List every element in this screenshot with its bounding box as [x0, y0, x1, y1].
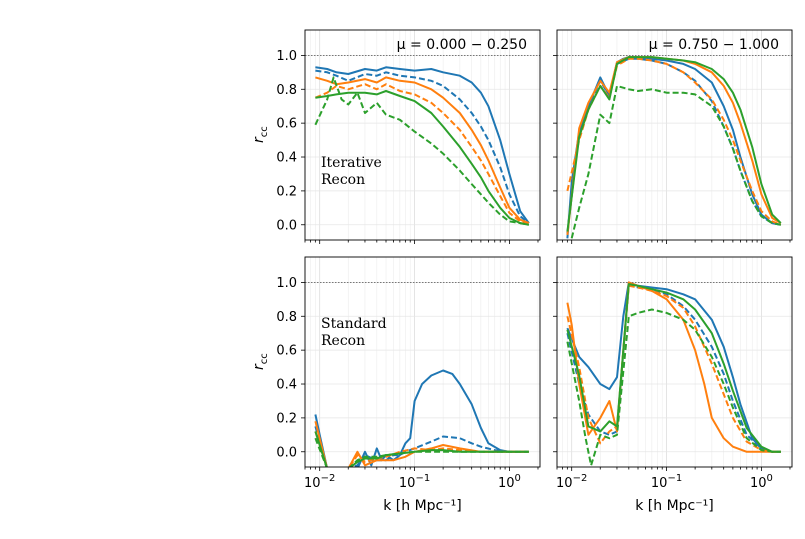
axes-frame [304, 29, 541, 241]
series-line [566, 56, 782, 236]
series-line [570, 84, 781, 239]
y-tick-label: 1.0 [276, 49, 297, 64]
mu-range-label: μ = 0.000 − 0.250 [397, 37, 527, 53]
mu-range-label: μ = 0.750 − 1.000 [649, 37, 779, 53]
y-axis-label: rcc [251, 353, 270, 370]
x-tick-label: 10−1 [651, 473, 682, 491]
y-tick-label: 0.4 [276, 378, 297, 393]
x-tick-label: 10−2 [304, 473, 335, 491]
y-tick-label: 0.6 [276, 117, 297, 132]
axes-frame [556, 29, 793, 241]
axes-frame [556, 256, 793, 468]
y-tick-label: 0.2 [276, 411, 297, 426]
x-axis-label: k [h Mpc⁻¹] [383, 498, 461, 514]
series-line [566, 308, 781, 467]
y-axis-label: rcc [251, 126, 270, 143]
series-line [315, 83, 529, 225]
series-line [566, 281, 781, 453]
series-line [566, 281, 781, 453]
panel-bottom-left: 0.0 0.2 0.4 0.6 0.8 1.0 rcc 10−2 10−1 100 k [h Mpc… [251, 256, 541, 514]
axes-frame [304, 256, 541, 468]
series-line [315, 66, 530, 224]
series-line [566, 57, 781, 234]
panel-label: Recon [321, 172, 365, 188]
panel-label: Standard [321, 316, 387, 332]
panel-label: Recon [321, 333, 365, 349]
series-line [314, 369, 529, 467]
series-group [566, 56, 782, 239]
x-tick-label: 100 [750, 473, 773, 491]
x-tick-label: 100 [498, 473, 521, 491]
series-line [314, 426, 529, 467]
y-tick-label: 0.8 [276, 310, 297, 325]
series-line [315, 90, 529, 226]
y-tick-label: 0.0 [276, 218, 297, 233]
x-tick-label: 10−2 [556, 473, 587, 491]
panel-top-right: μ = 0.750 − 1.000 [553, 29, 793, 244]
series-line [314, 437, 529, 467]
y-tick-label: 0.8 [276, 83, 297, 98]
series-line [566, 56, 782, 232]
series-group [314, 369, 529, 467]
y-tick-label: 0.6 [276, 344, 297, 359]
series-line [315, 76, 530, 225]
x-axis-label: k [h Mpc⁻¹] [635, 498, 713, 514]
y-tick-label: 1.0 [276, 276, 297, 291]
y-tick-label: 0.2 [276, 184, 297, 199]
y-tick-label: 0.0 [276, 445, 297, 460]
series-group [566, 281, 781, 467]
y-tick-label: 0.4 [276, 151, 297, 166]
panel-top-left: 0.0 0.2 0.4 0.6 0.8 1.0 rcc μ = 0.000 − 0.250 It… [251, 29, 541, 244]
panel-label: Iterative [321, 155, 382, 171]
series-line [566, 283, 781, 453]
series-line [566, 284, 781, 453]
series-line [314, 76, 529, 226]
series-line [315, 69, 530, 224]
panel-bottom-right: 10−2 10−1 100 k [h Mpc⁻¹] [553, 256, 793, 514]
series-group [314, 66, 530, 226]
x-tick-label: 10−1 [399, 473, 430, 491]
